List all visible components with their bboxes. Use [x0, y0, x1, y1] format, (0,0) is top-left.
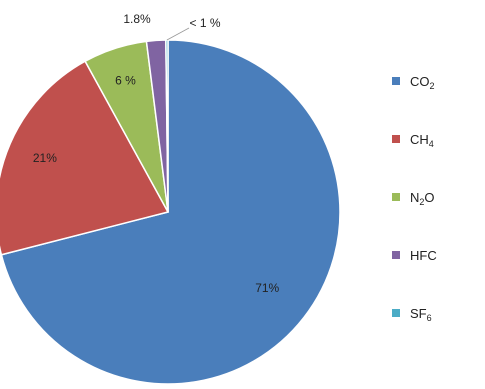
- legend-swatch: [392, 251, 400, 259]
- legend-item-co2: CO2: [392, 52, 482, 110]
- legend-swatch: [392, 135, 400, 143]
- legend-label: CH4: [410, 131, 434, 149]
- leader-line: [166, 27, 190, 41]
- legend-swatch: [392, 77, 400, 85]
- legend-item-n2o: N2O: [392, 168, 482, 226]
- legend: CO2 CH4 N2O HFC SF6: [392, 52, 482, 342]
- legend-label: HFC: [410, 247, 437, 263]
- legend-swatch: [392, 309, 400, 317]
- data-label-hfc: 1.8%: [123, 12, 151, 26]
- data-label-co2: 71%: [255, 281, 279, 295]
- pie-chart: 71% 21% 6 % 1.8% < 1 %: [0, 12, 341, 385]
- pie-slice-co2: [0, 39, 341, 385]
- legend-label: SF6: [410, 305, 432, 323]
- legend-item-hfc: HFC: [392, 226, 482, 284]
- legend-label: N2O: [410, 189, 435, 207]
- legend-swatch: [392, 193, 400, 201]
- legend-label: CO2: [410, 73, 435, 91]
- data-label-sf6: < 1 %: [189, 16, 220, 30]
- data-label-ch4: 21%: [33, 151, 57, 165]
- data-label-n2o: 6 %: [115, 73, 136, 87]
- legend-item-sf6: SF6: [392, 284, 482, 342]
- legend-item-ch4: CH4: [392, 110, 482, 168]
- pie-slice-ch4: [0, 60, 170, 256]
